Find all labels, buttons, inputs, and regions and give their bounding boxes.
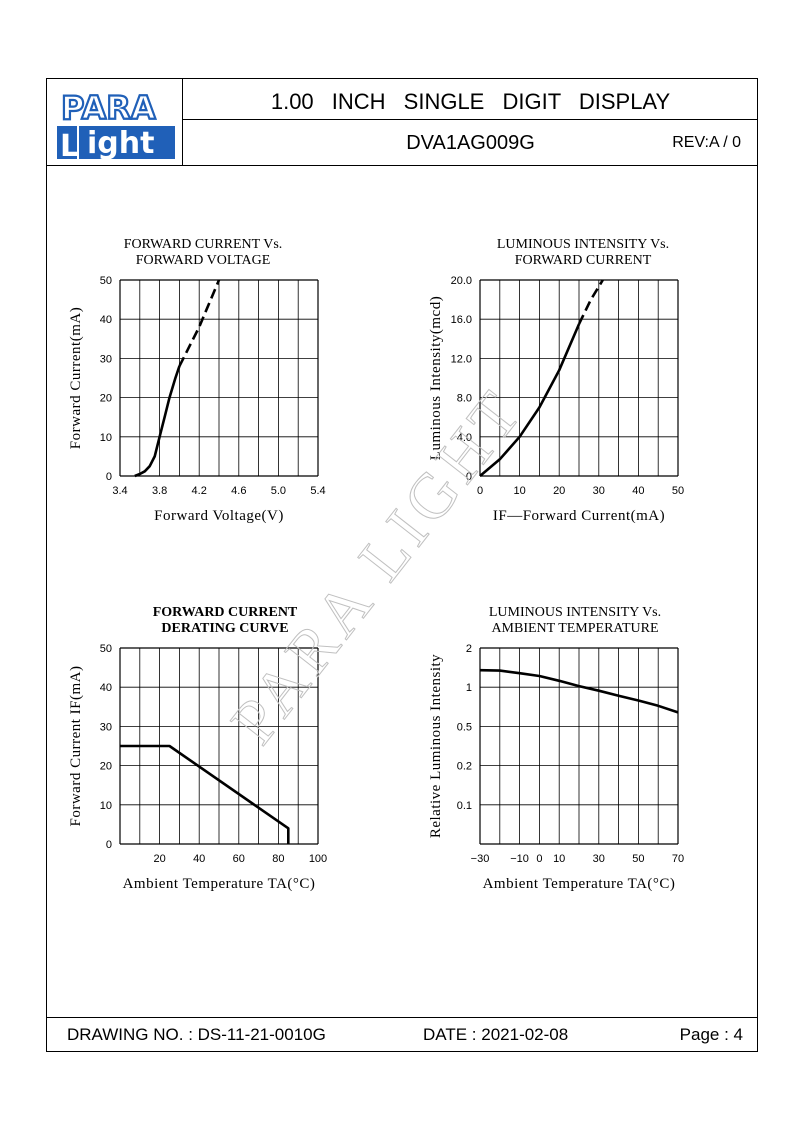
x-tick-label: 3.8 [152,485,167,497]
y-tick-label: 4.0 [457,432,472,444]
x-tick-label: 10 [513,485,525,497]
para-light-logo: PARA L ight [57,88,175,159]
series-line [134,365,181,478]
chart-grid [119,279,319,477]
logo-top-text: PARA [61,89,156,127]
x-tick-label: −10 [510,853,529,865]
y-tick-label: 1 [466,682,472,694]
x-tick-label: −30 [471,853,490,865]
x-tick-label: 100 [309,853,327,865]
logo-l-letter: L [60,129,79,159]
series-line [479,323,581,477]
product-title: 1.00 INCH SINGLE DIGIT DISPLAY [270,89,671,114]
x-tick-label: 0 [536,853,542,865]
x-tick-label: 0 [477,485,483,497]
x-tick-label: 4.6 [231,485,246,497]
chart-grid [119,647,319,845]
chart-title-line: DERATING CURVE [161,621,288,636]
y-axis-label: Relative Luminous Intensity [428,654,444,838]
x-tick-label: 3.4 [112,485,127,497]
chart-grid [479,647,679,845]
x-tick-label: 60 [233,853,245,865]
chart-title-line: FORWARD CURRENT [153,605,298,620]
y-tick-label: 30 [100,721,112,733]
drawing-date: DATE : 2021-02-08 [423,1025,569,1044]
y-tick-label: 0 [466,471,472,483]
x-tick-label: 20 [153,853,165,865]
chart-title-line: AMBIENT TEMPERATURE [491,621,658,636]
y-tick-label: 10 [100,432,112,444]
y-tick-label: 0 [106,471,112,483]
y-tick-label: 40 [100,314,112,326]
y-tick-label: 8.0 [457,393,472,405]
y-tick-label: 30 [100,353,112,365]
revision-label: REV:A / 0 [672,134,741,151]
y-tick-label: 50 [100,275,112,287]
x-tick-label: 50 [632,853,644,865]
x-tick-label: 40 [632,485,644,497]
x-axis-label: Ambient Temperature TA(°C) [483,876,676,892]
chart-grid [479,279,679,477]
chart-current-derating: FORWARD CURRENT DERATING CURVE 20 40 60 80 100… [60,598,400,898]
chart-title-line: FORWARD VOLTAGE [136,253,271,268]
x-axis-label: Forward Voltage(V) [154,508,284,524]
page-number: Page : 4 [679,1025,743,1044]
chart-title-line: LUMINOUS INTENSITY Vs. [489,605,661,620]
footer-top-border [47,1017,757,1018]
x-tick-label: 70 [672,853,684,865]
logo-divider [182,79,183,165]
series-line [479,668,679,714]
x-tick-label: 4.2 [192,485,207,497]
y-axis-label: Forward Current(mA) [68,307,84,449]
part-number: DVA1AG009G [406,132,535,154]
series-line-dashed [178,279,221,367]
x-tick-label: 30 [593,485,605,497]
header-bottom-border [47,165,757,166]
y-tick-label: 20.0 [451,275,472,287]
chart-title-line: FORWARD CURRENT Vs. [124,237,283,252]
x-tick-label: 80 [272,853,284,865]
x-tick-label: 30 [593,853,605,865]
y-tick-label: 40 [100,682,112,694]
chart-title-line: FORWARD CURRENT [515,253,652,268]
y-tick-label: 50 [100,643,112,655]
chart-title-line: LUMINOUS INTENSITY Vs. [497,237,669,252]
header-divider [182,119,757,120]
drawing-number: DRAWING NO. : DS-11-21-0010G [67,1025,326,1044]
y-tick-label: 0.1 [457,800,472,812]
x-tick-label: 40 [193,853,205,865]
chart-luminous-vs-current: LUMINOUS INTENSITY Vs. FORWARD CURRENT 0 10… [420,230,760,530]
x-tick-label: 10 [553,853,565,865]
logo-ight-text: ight [87,126,154,159]
y-axis-label: Forward Current IF(mA) [68,666,84,827]
y-tick-label: 16.0 [451,314,472,326]
y-axis-label: Luminous Intensity(mcd) [428,296,444,460]
y-tick-label: 10 [100,800,112,812]
y-tick-label: 2 [466,643,472,655]
chart-svg: LUMINOUS INTENSITY Vs.FORWARD CURRENT 0 10… [428,237,684,524]
chart-svg: LUMINOUS INTENSITY Vs.AMBIENT TEMPERATUR… [428,605,684,892]
logo-ight-block [79,126,175,159]
x-tick-label: 5.4 [310,485,325,497]
chart-luminous-vs-temperature: LUMINOUS INTENSITY Vs. AMBIENT TEMPERATUR… [420,598,760,898]
chart-svg: FORWARD CURRENT Vs.FORWARD VOLTAGE 3.4 3.8… [68,237,326,524]
x-tick-label: 5.0 [271,485,286,497]
y-tick-label: 0 [106,839,112,851]
series-line-dashed [577,279,604,325]
x-axis-label: IF—Forward Current(mA) [493,508,665,524]
y-tick-label: 20 [100,761,112,773]
y-tick-label: 0.5 [457,721,472,733]
logo-l-block [57,126,77,159]
x-axis-label: Ambient Temperature TA(°C) [123,876,316,892]
series-line [120,744,290,844]
y-tick-label: 12.0 [451,353,472,365]
y-tick-label: 20 [100,393,112,405]
datasheet-frame: PARA L ight 1.00 INCH SINGLE DIGIT DISPL… [46,78,758,1052]
x-tick-label: 20 [553,485,565,497]
chart-forward-current-vs-voltage: FORWARD CURRENT Vs. FORWARD VOLTAGE 3.4 3.8… [60,230,400,530]
x-tick-label: 50 [672,485,684,497]
y-tick-label: 0.2 [457,761,472,773]
